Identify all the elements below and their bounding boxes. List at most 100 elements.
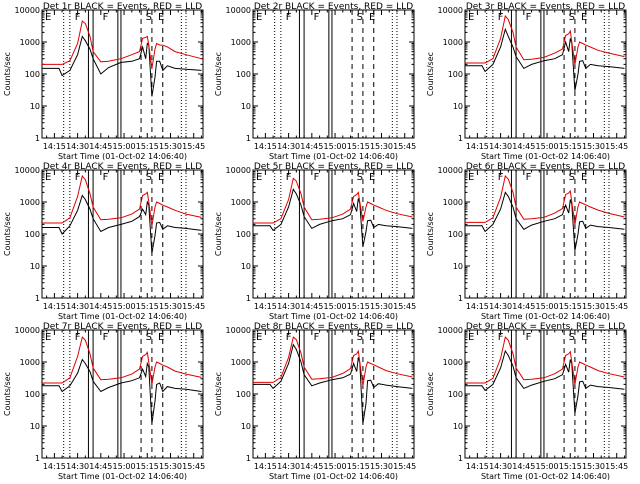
- series-line-events: [42, 35, 202, 97]
- panel-title: Det 4r BLACK = Events, RED = LLD: [43, 162, 202, 172]
- x-tick-label: 15:45: [605, 462, 628, 471]
- x-tick-label: 15:30: [159, 462, 182, 471]
- y-axis-label: Counts/sec: [214, 212, 223, 256]
- x-axis-label: Start Time (01-Oct-02 14:06:40): [269, 472, 398, 480]
- y-tick-label: 10000: [226, 166, 251, 175]
- marker-letter: E: [581, 172, 587, 183]
- x-tick-label: 15:30: [370, 462, 393, 471]
- x-tick-label: 14:30: [66, 302, 89, 311]
- marker-letter: F: [103, 332, 109, 343]
- x-tick-label: 15:15: [347, 462, 370, 471]
- panel-title: Det 2r BLACK = Events, RED = LLD: [254, 2, 413, 12]
- panel-det-8: Det 8r BLACK = Events, RED = LLD 1 10 100 10…: [214, 322, 416, 481]
- y-tick-label: 1000: [231, 38, 251, 47]
- x-tick-label: 14:30: [66, 142, 89, 151]
- marker-letter: S: [357, 332, 363, 343]
- marker-letter: S: [146, 12, 152, 23]
- marker-letter: E: [369, 172, 375, 183]
- x-tick-label: 15:00: [113, 462, 136, 471]
- x-tick-label: 14:30: [277, 462, 300, 471]
- y-tick-label: 1000: [443, 38, 463, 47]
- x-tick-label: 15:15: [559, 142, 582, 151]
- x-tick-label: 15:00: [536, 142, 559, 151]
- panel-det-7: Det 7r BLACK = Events, RED = LLD 1 10 100 10…: [3, 322, 205, 481]
- x-tick-label: 14:30: [277, 142, 300, 151]
- x-tick-label: 15:15: [559, 302, 582, 311]
- y-tick-label: 1000: [231, 358, 251, 367]
- x-tick-label: 14:15: [43, 302, 66, 311]
- panel-title: Det 5r BLACK = Events, RED = LLD: [254, 162, 413, 172]
- y-axis-label: Counts/sec: [426, 372, 435, 416]
- series-line-lld: [42, 336, 202, 385]
- y-tick-label: 1000: [443, 198, 463, 207]
- y-tick-label: 10: [30, 262, 40, 271]
- y-tick-label: 1: [246, 294, 251, 303]
- y-tick-label: 10: [30, 102, 40, 111]
- series-line-events: [465, 349, 625, 414]
- x-tick-label: 14:45: [512, 462, 535, 471]
- marker-letter: S: [146, 172, 152, 183]
- marker-letter: S: [569, 332, 575, 343]
- x-tick-label: 14:45: [300, 302, 323, 311]
- y-axis-label: Counts/sec: [3, 52, 12, 96]
- marker-letter: E: [581, 12, 587, 23]
- y-tick-label: 1: [35, 454, 40, 463]
- x-tick-label: 15:45: [393, 142, 416, 151]
- x-tick-label: 15:45: [182, 302, 205, 311]
- x-tick-label: 15:30: [370, 142, 393, 151]
- y-tick-label: 1000: [443, 358, 463, 367]
- x-tick-label: 14:45: [89, 462, 112, 471]
- series-line-lld: [42, 174, 202, 226]
- panel-det-3: Det 3r BLACK = Events, RED = LLD 1 10 100 10…: [426, 2, 628, 161]
- marker-letter: E: [45, 172, 51, 183]
- panel-title: Det 6r BLACK = Events, RED = LLD: [466, 162, 625, 172]
- y-axis-label: Counts/sec: [3, 212, 12, 256]
- x-tick-label: 15:15: [136, 462, 159, 471]
- y-axis-label: Counts/sec: [426, 212, 435, 256]
- panel-det-2: Det 2r BLACK = Events, RED = LLD 1 10 100 10…: [214, 2, 416, 161]
- y-tick-label: 10000: [226, 6, 251, 15]
- x-tick-label: 14:30: [277, 302, 300, 311]
- y-tick-label: 1: [458, 294, 463, 303]
- marker-letter: E: [256, 332, 262, 343]
- y-tick-label: 1: [35, 294, 40, 303]
- panel-det-1: Det 1r BLACK = Events, RED = LLD 1 10 100 10…: [3, 2, 205, 161]
- x-tick-label: 15:45: [393, 302, 416, 311]
- x-axis-label: Start Time (01-Oct-02 14:06:40): [481, 312, 610, 321]
- series-line-lld: [42, 20, 202, 69]
- x-tick-label: 14:15: [466, 142, 489, 151]
- panel-title: Det 3r BLACK = Events, RED = LLD: [466, 2, 625, 12]
- y-tick-label: 1: [458, 454, 463, 463]
- marker-letter: S: [569, 172, 575, 183]
- panel-title: Det 1r BLACK = Events, RED = LLD: [43, 2, 202, 12]
- marker-letter: E: [158, 12, 164, 23]
- series-line-lld: [253, 177, 413, 224]
- marker-letter: F: [314, 12, 320, 23]
- marker-letter: E: [158, 332, 164, 343]
- x-tick-label: 15:00: [113, 142, 136, 151]
- x-tick-label: 14:15: [466, 462, 489, 471]
- y-tick-label: 100: [236, 390, 251, 399]
- x-tick-label: 15:30: [159, 302, 182, 311]
- x-tick-label: 15:15: [136, 142, 159, 151]
- x-tick-label: 14:45: [512, 142, 535, 151]
- y-tick-label: 100: [448, 390, 463, 399]
- marker-letter: F: [526, 12, 532, 23]
- plot-frame: [41, 9, 204, 139]
- series-line-lld: [465, 14, 625, 65]
- y-tick-label: 10: [241, 262, 251, 271]
- series-line-events: [42, 358, 202, 424]
- x-tick-label: 14:45: [89, 302, 112, 311]
- panel-det-4: Det 4r BLACK = Events, RED = LLD 1 10 100 10…: [3, 162, 205, 321]
- x-tick-label: 15:00: [113, 302, 136, 311]
- panel-det-6: Det 6r BLACK = Events, RED = LLD 1 10 100 10…: [426, 162, 628, 321]
- series-line-lld: [465, 336, 625, 385]
- x-tick-label: 15:00: [324, 142, 347, 151]
- y-tick-label: 1000: [20, 358, 40, 367]
- marker-letter: E: [45, 12, 51, 23]
- x-tick-label: 14:15: [43, 462, 66, 471]
- marker-letter: F: [75, 332, 81, 343]
- x-tick-label: 15:30: [582, 462, 605, 471]
- y-tick-label: 100: [448, 70, 463, 79]
